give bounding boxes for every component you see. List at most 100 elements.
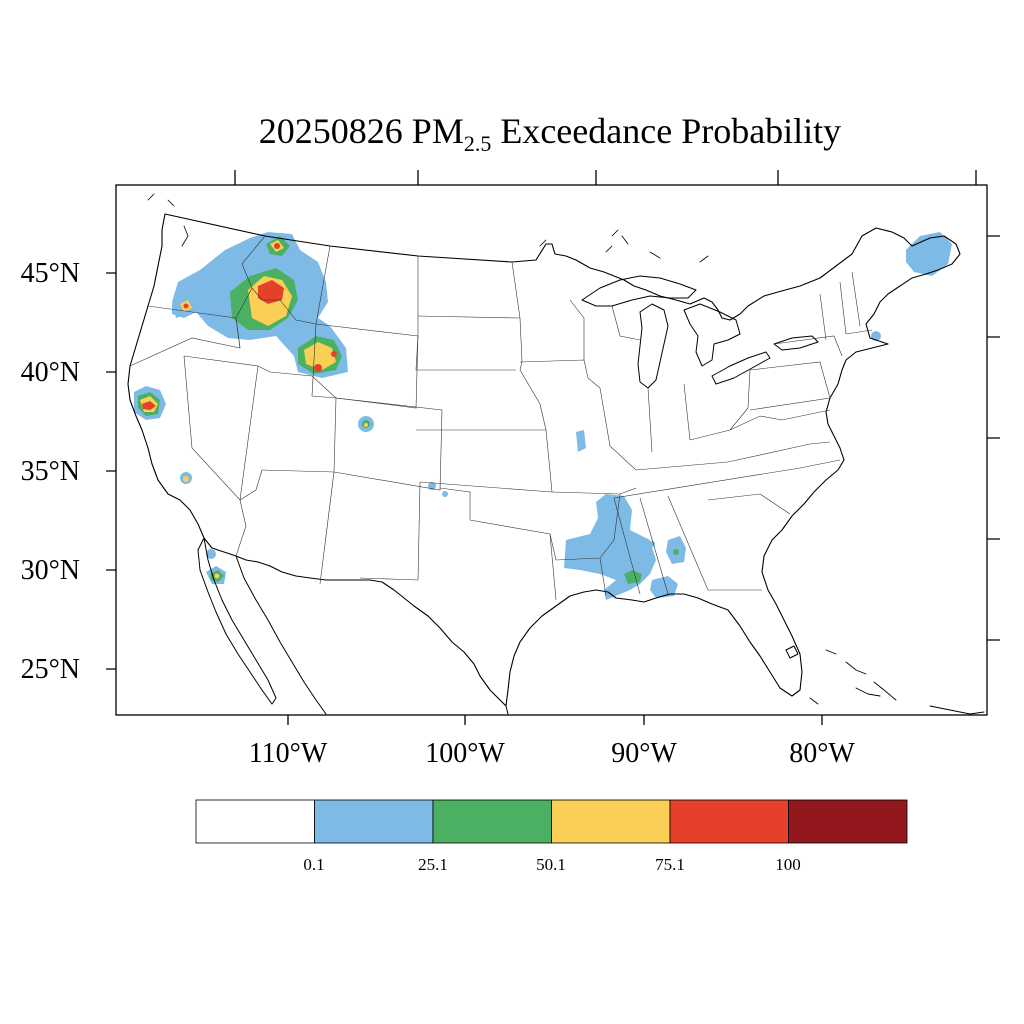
border-minnesota-west <box>511 261 523 371</box>
colorbar <box>195 799 908 844</box>
lat-ticks-left <box>106 272 116 670</box>
lat-label: 30°N <box>21 555 80 586</box>
border-illinois-west <box>599 387 637 471</box>
colorbar-label: 50.1 <box>536 855 566 874</box>
border-nd-sd <box>417 315 521 319</box>
colorbar-box <box>314 799 434 844</box>
plume-california-red <box>142 401 156 410</box>
lat-ticks-right <box>987 235 1000 641</box>
colorbar-label: 75.1 <box>655 855 685 874</box>
border-minnesota-east <box>569 299 585 360</box>
border-texas-louisiana <box>549 533 557 601</box>
map-title: 20250826 PM2.5 Exceedance Probability <box>0 110 1024 157</box>
border-new-england <box>819 271 861 341</box>
plume-idaho-red <box>258 280 284 304</box>
border-mississippi-east <box>613 497 641 595</box>
title-date: 20250826 <box>258 111 403 151</box>
border-indiana <box>647 383 691 453</box>
plume-georgia-blue <box>649 541 655 547</box>
lon-tick-labels: 110°W 100°W 90°W 80°W <box>249 738 856 769</box>
colorbar-label: 0.1 <box>303 855 325 874</box>
colorbar-box <box>669 799 789 844</box>
plume-gulf-green <box>624 570 642 584</box>
border-tennessee-north <box>635 441 831 471</box>
border-maine <box>899 277 913 287</box>
plume-missouri-blue <box>576 430 586 452</box>
border-massachusetts <box>845 329 873 335</box>
border-new-mexico-east <box>359 481 421 581</box>
plume-wyoming-red-2 <box>331 351 337 357</box>
border-alabama-georgia <box>639 495 762 595</box>
lat-label: 45°N <box>21 258 80 289</box>
border-utah <box>257 365 337 473</box>
map-border <box>115 184 988 716</box>
border-idaho-montana <box>251 245 331 325</box>
border-arizona-nm <box>319 471 335 585</box>
plume-wyoming-red-1 <box>314 364 322 372</box>
plume-colorado-yellow <box>364 423 368 427</box>
map-linework <box>127 193 985 715</box>
border-oklahoma-north <box>419 481 553 493</box>
lon-label: 80°W <box>789 738 855 769</box>
lat-tick-labels: 45°N 40°N 35°N 30°N 25°N <box>21 258 80 685</box>
lake-huron <box>683 303 741 367</box>
border-missouri-west <box>519 369 547 431</box>
lake-ontario <box>773 335 819 351</box>
lat-label: 40°N <box>21 357 80 388</box>
gulf-of-mexico-coast <box>505 705 509 715</box>
border-kansas <box>416 429 553 493</box>
border-nevada <box>183 355 259 501</box>
colorbar-label: 25.1 <box>418 855 448 874</box>
colorbar-box <box>195 799 315 844</box>
border-pennsylvania <box>749 361 831 411</box>
colorbar-label: 100 <box>775 855 801 874</box>
plume-baja-yellow <box>214 573 220 579</box>
border-wyoming-west <box>311 323 337 399</box>
lon-label: 90°W <box>611 738 677 769</box>
colorbar-box <box>432 799 552 844</box>
state-boundaries <box>129 235 913 601</box>
plume-panhandle-blue <box>650 576 678 598</box>
border-tennessee-south <box>613 459 841 499</box>
border-new-york-south <box>773 335 843 357</box>
colorbar-box <box>788 799 908 844</box>
border-wisconsin <box>611 305 641 341</box>
plume-alabama-green <box>673 549 679 555</box>
lake-michigan <box>637 303 669 389</box>
lon-label: 110°W <box>249 738 328 769</box>
border-iowa-north <box>519 359 601 389</box>
plume-baja-blue-1 <box>206 549 216 559</box>
plume-oklahoma-blue-2 <box>442 491 448 497</box>
probability-shading <box>134 232 952 600</box>
border-carolinas <box>707 493 791 515</box>
border-louisiana-mississippi <box>599 557 607 597</box>
colorbar-box <box>551 799 671 844</box>
conus-outline <box>127 213 961 707</box>
map-frame <box>106 170 1000 725</box>
lon-ticks-bottom <box>287 715 823 725</box>
title-pollutant-subscript: 2.5 <box>463 131 492 156</box>
border-texas-north <box>439 487 557 561</box>
florida-lake <box>785 645 799 659</box>
lat-label: 35°N <box>21 456 80 487</box>
border-colorado <box>333 397 443 491</box>
plume-montana-top-red <box>274 243 280 249</box>
plume-oregon-red <box>183 303 189 309</box>
mexico-mainland-coast <box>235 555 327 715</box>
cuba-bahamas-islands <box>809 649 985 715</box>
title-pollutant: PM <box>411 111 464 151</box>
border-ohio <box>689 369 751 441</box>
baja-peninsula <box>197 537 277 705</box>
canada-lakes <box>147 193 709 263</box>
border-arkansas-north <box>551 487 637 495</box>
lake-erie <box>711 351 771 385</box>
border-arkansas-south <box>555 493 621 561</box>
plume-gulf-blue <box>564 494 656 600</box>
lake-superior <box>581 275 697 307</box>
plume-massachusetts-blue <box>871 331 881 341</box>
title-rest: Exceedance Probability <box>500 111 842 151</box>
plume-wyoming-yellow <box>304 342 336 370</box>
lon-ticks-top <box>234 170 977 185</box>
border-arizona-west <box>235 469 263 557</box>
